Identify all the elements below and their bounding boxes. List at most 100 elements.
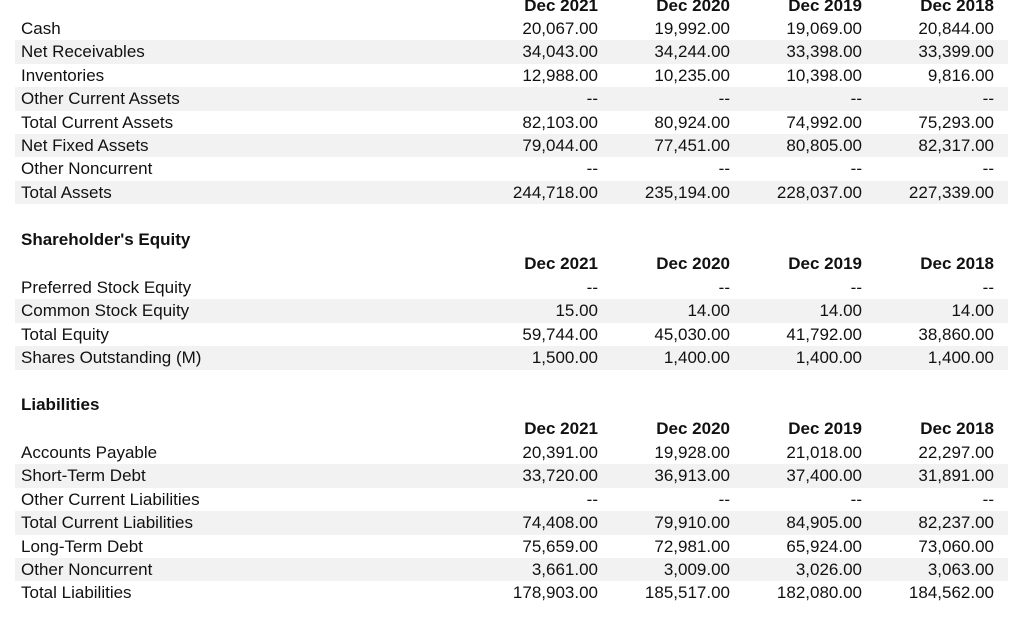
row-label: Other Current Liabilities bbox=[21, 489, 200, 509]
value-cell: 82,103.00 bbox=[522, 112, 598, 132]
row-label: Other Current Assets bbox=[15, 87, 480, 111]
row-label: Total Assets bbox=[15, 180, 480, 205]
value-cell: 3,026.00 bbox=[744, 557, 876, 582]
row-label: Net Fixed Assets bbox=[15, 133, 480, 158]
row-label: Common Stock Equity bbox=[15, 299, 480, 323]
col-header: Dec 2021 bbox=[524, 419, 598, 438]
value-cell: 178,903.00 bbox=[512, 583, 598, 603]
value-cell: 1,400.00 bbox=[612, 346, 744, 370]
value-cell: 227,339.00 bbox=[876, 180, 1008, 205]
value-cell: -- bbox=[850, 159, 862, 179]
value-cell: 14.00 bbox=[876, 299, 1008, 323]
value-cell: -- bbox=[612, 87, 744, 111]
value-cell: 84,905.00 bbox=[744, 511, 876, 535]
value-cell: 41,792.00 bbox=[786, 324, 862, 344]
col-header: Dec 2020 bbox=[656, 254, 730, 273]
value-cell: -- bbox=[586, 489, 598, 509]
value-cell: 72,981.00 bbox=[654, 536, 730, 556]
value-cell: 1,400.00 bbox=[876, 346, 1008, 370]
value-cell: 74,408.00 bbox=[480, 511, 612, 535]
value-cell: 74,992.00 bbox=[786, 112, 862, 132]
assets-rows: Cash 20,067.00 19,992.00 19,069.00 20,844.00… bbox=[15, 17, 1008, 205]
value-cell: 10,398.00 bbox=[786, 65, 862, 85]
col-header: Dec 2019 bbox=[788, 419, 862, 438]
col-header: Dec 2020 bbox=[656, 0, 730, 15]
value-cell: 65,924.00 bbox=[786, 536, 862, 556]
equity-header: Dec 2021 Dec 2020 Dec 2019 Dec 2018 bbox=[15, 252, 1008, 275]
value-cell: 34,043.00 bbox=[480, 40, 612, 64]
value-cell: -- bbox=[982, 159, 994, 179]
row-label: Cash bbox=[21, 19, 61, 38]
value-cell: 12,988.00 bbox=[522, 65, 598, 85]
value-cell: 38,860.00 bbox=[918, 324, 994, 344]
value-cell: -- bbox=[850, 489, 862, 509]
value-cell: 34,244.00 bbox=[612, 40, 744, 64]
col-header: Dec 2020 bbox=[656, 419, 730, 438]
value-cell: 1,500.00 bbox=[480, 346, 612, 370]
value-cell: 82,317.00 bbox=[876, 133, 1008, 158]
value-cell: 82,237.00 bbox=[876, 511, 1008, 535]
row-label: Total Liabilities bbox=[21, 583, 132, 603]
value-cell: 14.00 bbox=[612, 299, 744, 323]
value-cell: 184,562.00 bbox=[908, 583, 994, 603]
value-cell: 73,060.00 bbox=[918, 536, 994, 556]
equity-rows: Preferred Stock Equity -- -- -- -- Common Sto… bbox=[15, 276, 1008, 370]
value-cell: 31,891.00 bbox=[876, 464, 1008, 488]
value-cell: 77,451.00 bbox=[612, 133, 744, 158]
value-cell: 19,069.00 bbox=[786, 19, 862, 38]
value-cell: 75,293.00 bbox=[918, 112, 994, 132]
row-label: Accounts Payable bbox=[21, 443, 158, 462]
value-cell: -- bbox=[718, 278, 730, 297]
value-cell: 79,044.00 bbox=[480, 133, 612, 158]
value-cell: 33,398.00 bbox=[744, 40, 876, 64]
value-cell: 21,018.00 bbox=[786, 443, 862, 462]
row-label: Total Equity bbox=[21, 324, 109, 344]
value-cell: 45,030.00 bbox=[654, 324, 730, 344]
value-cell: 182,080.00 bbox=[776, 583, 862, 603]
section-title-liabilities: Liabilities bbox=[21, 395, 100, 414]
row-label: Shares Outstanding (M) bbox=[15, 346, 480, 370]
value-cell: 22,297.00 bbox=[918, 443, 994, 462]
value-cell: 15.00 bbox=[480, 299, 612, 323]
col-header: Dec 2018 bbox=[920, 419, 994, 438]
row-label: Other Noncurrent bbox=[21, 159, 153, 179]
value-cell: 9,816.00 bbox=[927, 65, 994, 85]
row-label: Preferred Stock Equity bbox=[21, 278, 192, 297]
col-header: Dec 2019 bbox=[788, 254, 862, 273]
value-cell: 3,063.00 bbox=[876, 557, 1008, 582]
value-cell: 59,744.00 bbox=[522, 324, 598, 344]
liabilities-rows: Accounts Payable 20,391.00 19,928.00 21,018… bbox=[15, 441, 1008, 605]
value-cell: -- bbox=[982, 489, 994, 509]
value-cell: 228,037.00 bbox=[744, 180, 876, 205]
value-cell: 1,400.00 bbox=[744, 346, 876, 370]
value-cell: 20,391.00 bbox=[522, 443, 598, 462]
value-cell: 244,718.00 bbox=[480, 180, 612, 205]
value-cell: 14.00 bbox=[744, 299, 876, 323]
section-title-equity: Shareholder's Equity bbox=[21, 230, 191, 249]
value-cell: 19,928.00 bbox=[654, 443, 730, 462]
header-spacer bbox=[15, 417, 480, 440]
value-cell: 37,400.00 bbox=[744, 464, 876, 488]
row-label: Other Noncurrent bbox=[15, 557, 480, 582]
col-header: Dec 2021 bbox=[524, 254, 598, 273]
value-cell: -- bbox=[744, 87, 876, 111]
value-cell: 20,067.00 bbox=[522, 19, 598, 38]
row-label: Total Current Liabilities bbox=[15, 511, 480, 535]
col-header: Dec 2021 bbox=[524, 0, 598, 15]
row-label: Net Receivables bbox=[15, 40, 480, 64]
value-cell: -- bbox=[586, 278, 598, 297]
row-label: Total Current Assets bbox=[21, 112, 174, 132]
col-header: Dec 2018 bbox=[920, 0, 994, 15]
value-cell: 33,720.00 bbox=[480, 464, 612, 488]
value-cell: -- bbox=[718, 489, 730, 509]
value-cell: 3,661.00 bbox=[480, 557, 612, 582]
value-cell: 235,194.00 bbox=[612, 180, 744, 205]
value-cell: 75,659.00 bbox=[522, 536, 598, 556]
value-cell: 3,009.00 bbox=[612, 557, 744, 582]
row-label: Inventories bbox=[21, 65, 105, 85]
value-cell: 79,910.00 bbox=[612, 511, 744, 535]
value-cell: 185,517.00 bbox=[644, 583, 730, 603]
value-cell: 80,924.00 bbox=[654, 112, 730, 132]
value-cell: 36,913.00 bbox=[612, 464, 744, 488]
value-cell: -- bbox=[850, 278, 862, 297]
